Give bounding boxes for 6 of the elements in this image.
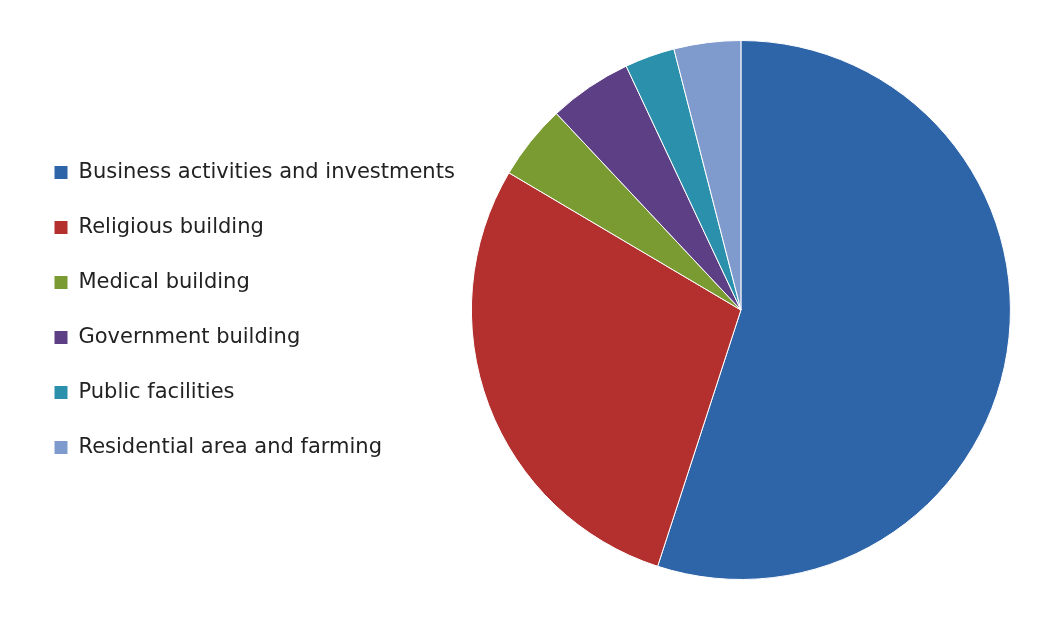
legend-label: Religious building (78, 213, 264, 238)
legend-label: Business activities and investments (78, 158, 455, 183)
legend-label: Public facilities (78, 378, 235, 403)
legend-label: Medical building (78, 268, 250, 293)
legend-label: Residential area and farming (78, 433, 382, 458)
legend-label: Government building (78, 323, 301, 348)
